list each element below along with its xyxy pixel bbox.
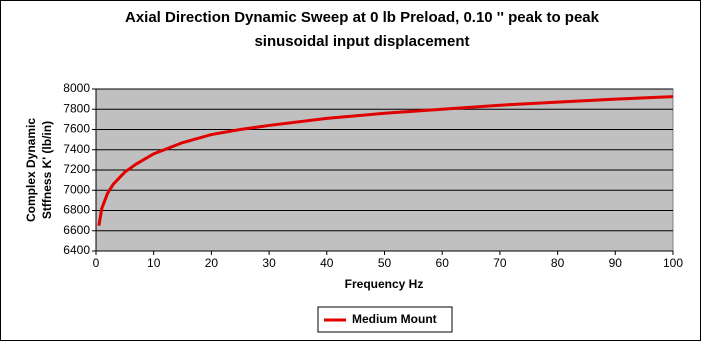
y-tick-label: 6800 (63, 203, 90, 217)
y-axis-label-line: Stffness K' (lb/in) (40, 121, 54, 219)
x-axis-label: Frequency Hz (345, 277, 424, 291)
x-tick-label: 0 (93, 256, 100, 270)
x-tick-label: 70 (493, 256, 507, 270)
x-tick-label: 50 (378, 256, 392, 270)
legend-label: Medium Mount (352, 312, 437, 326)
y-tick-label: 8000 (63, 81, 90, 95)
y-axis-label-line: Complex Dynamic (24, 118, 38, 222)
x-tick-label: 80 (551, 256, 565, 270)
x-tick-label: 40 (320, 256, 334, 270)
x-tick-label: 90 (609, 256, 623, 270)
y-tick-label: 7200 (63, 162, 90, 176)
x-tick-label: 100 (663, 256, 683, 270)
chart-title: Axial Direction Dynamic Sweep at 0 lb Pr… (125, 9, 600, 26)
y-tick-label: 6600 (63, 223, 90, 237)
y-tick-label: 7800 (63, 101, 90, 115)
series-line (97, 95, 674, 226)
legend (317, 306, 453, 333)
x-tick-label: 30 (262, 256, 276, 270)
y-axis-label: Complex Dynamic Stffness K' (lb/in) (24, 118, 54, 222)
x-tick-label: 60 (436, 256, 450, 270)
y-tick-label: 7000 (63, 182, 90, 196)
y-tick-label: 6400 (63, 243, 90, 257)
y-tick-label: 7400 (63, 142, 90, 156)
chart-title: sinusoidal input displacement (254, 33, 469, 50)
x-tick-label: 20 (205, 256, 219, 270)
y-tick-label: 7600 (63, 122, 90, 136)
x-tick-label: 10 (147, 256, 161, 270)
